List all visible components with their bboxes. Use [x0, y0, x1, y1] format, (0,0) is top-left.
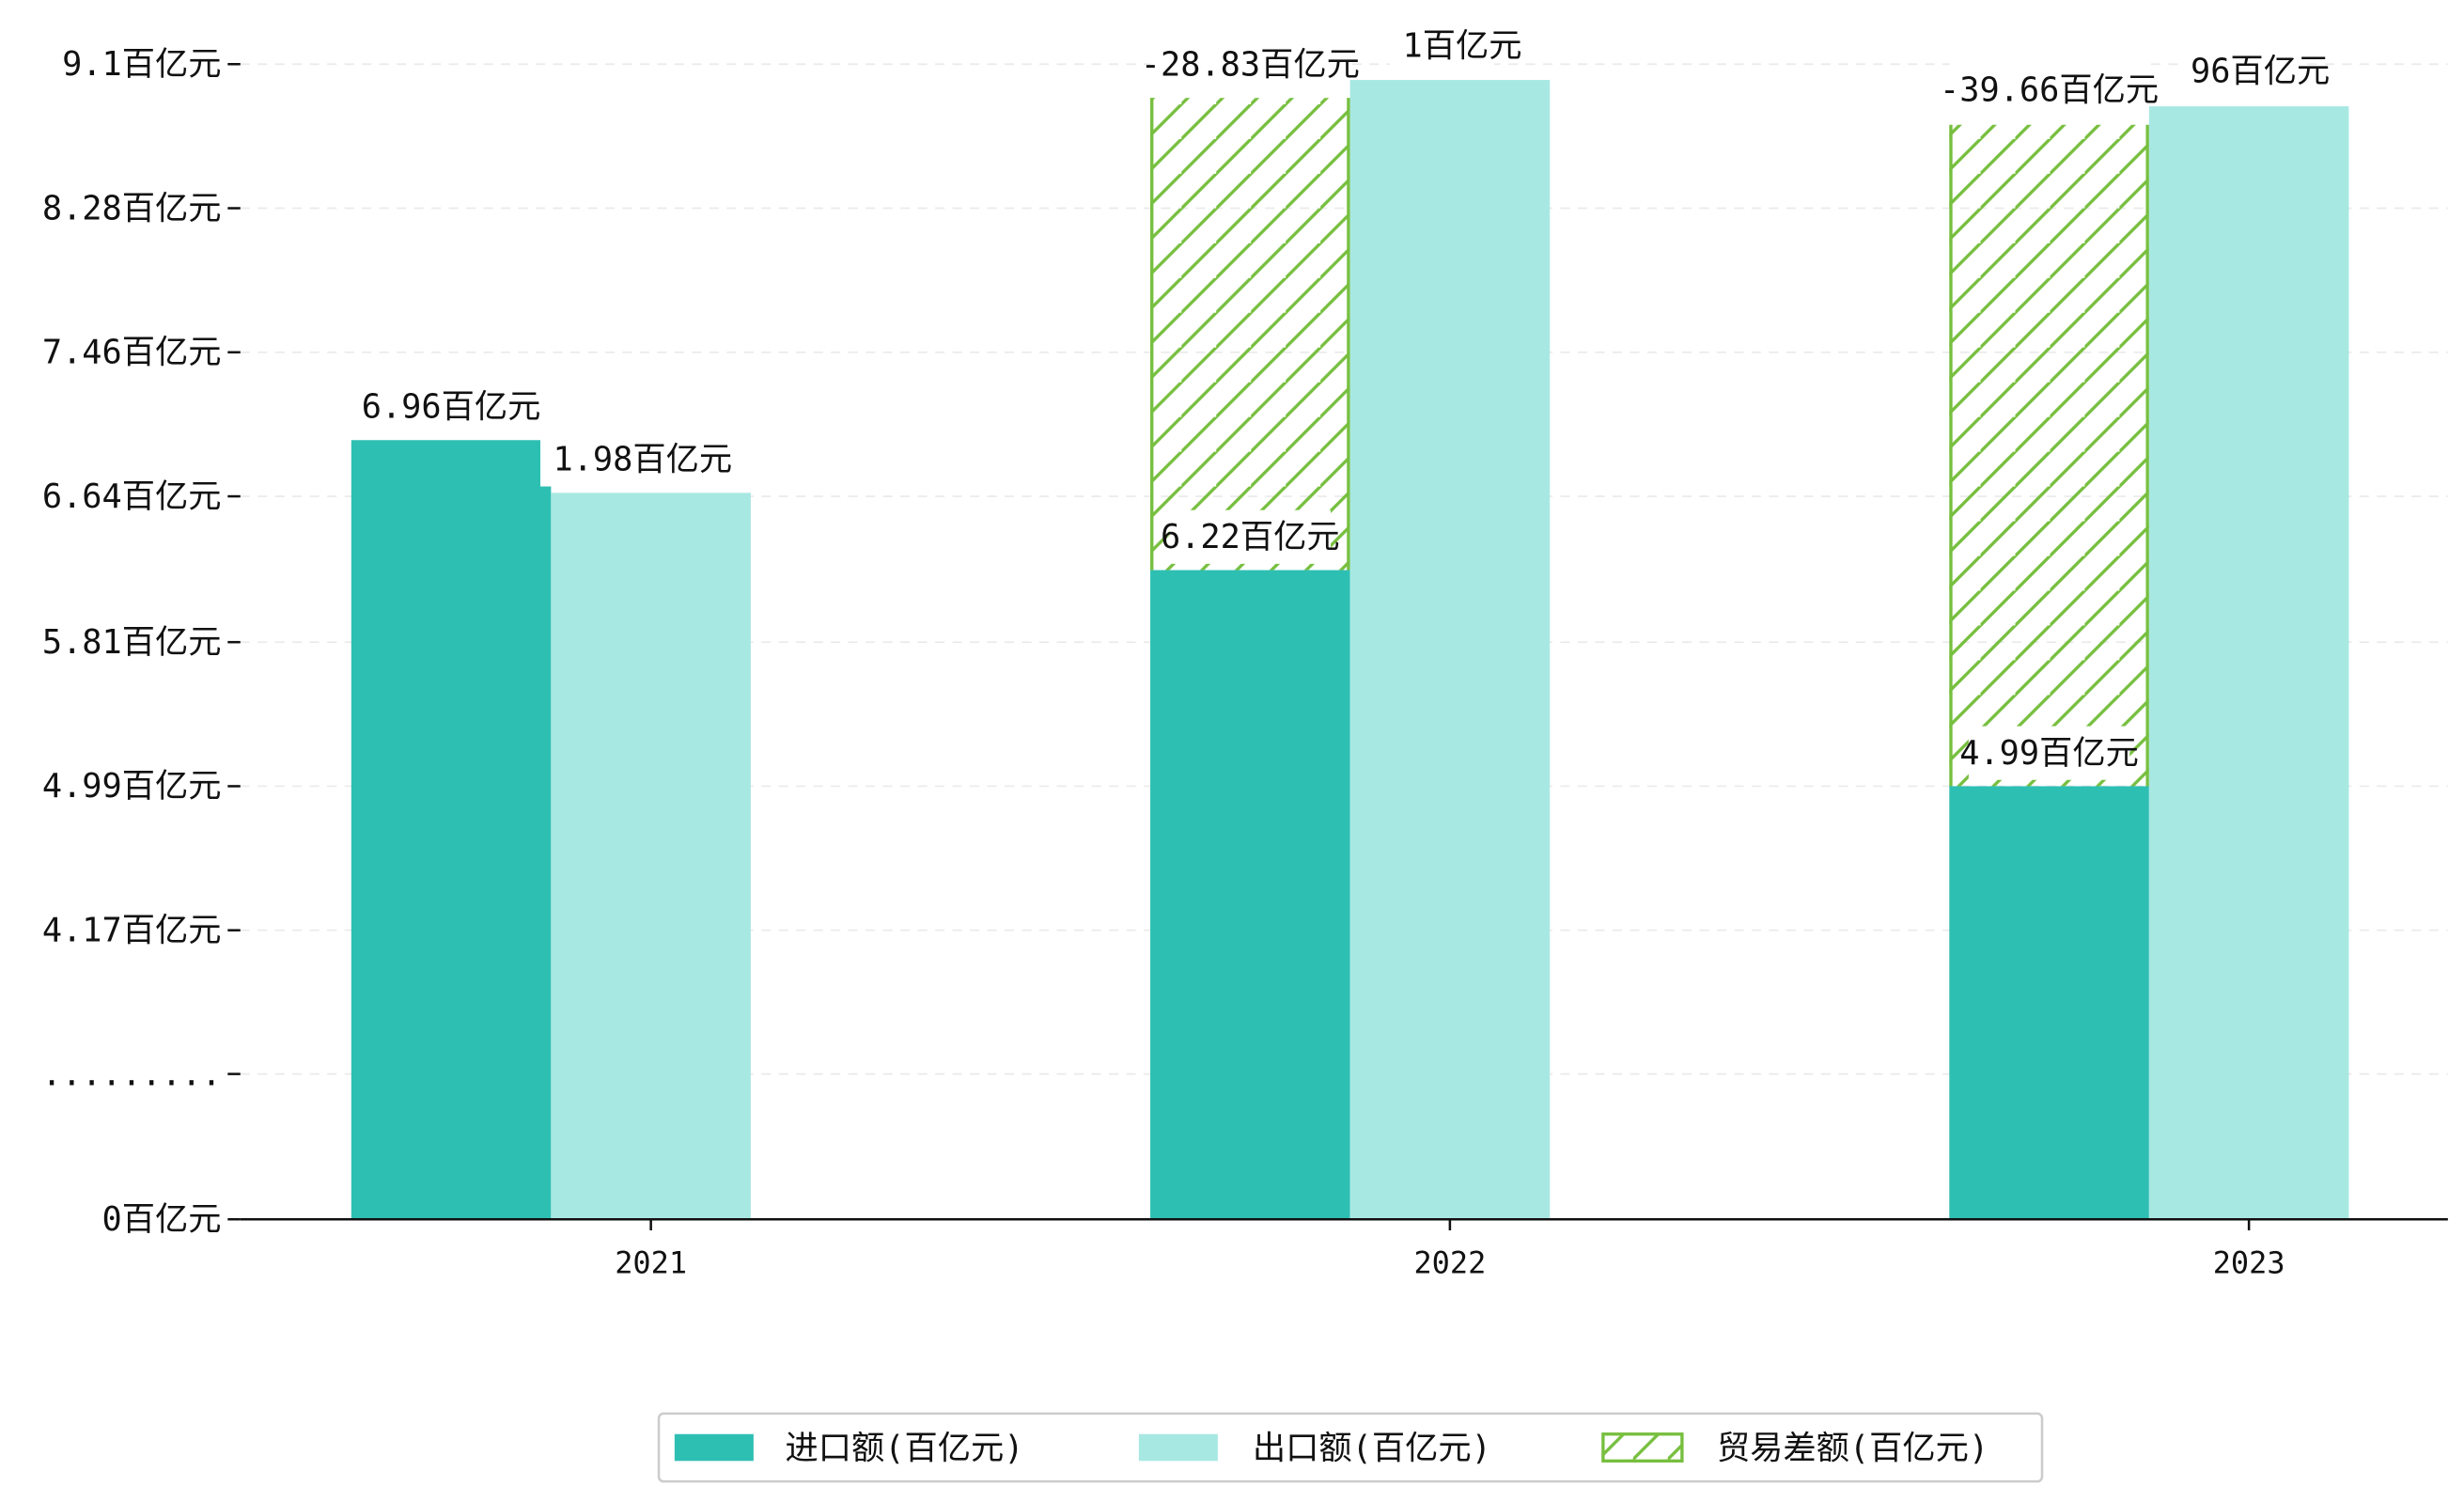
import-label-box [370, 380, 532, 434]
trade-balance-label-box [1949, 63, 2149, 117]
x-tick-label: 2023 [2213, 1244, 2285, 1280]
legend-box [657, 1412, 2044, 1483]
export-label-box [540, 432, 702, 487]
import-label-box [1169, 509, 1332, 564]
import-label: 6.22百亿元 [1161, 518, 1340, 556]
x-tick-label: 2022 [1413, 1244, 1486, 1280]
import-label: 4.99百亿元 [1959, 734, 2139, 773]
y-tick-label: 6.64百亿元 [42, 477, 222, 516]
export-label-box [1390, 19, 1494, 73]
import-bar [351, 440, 552, 1220]
import-label: 6.96百亿元 [362, 388, 541, 427]
trade-balance-bar [1150, 98, 1350, 571]
y-tick-label: 5.81百亿元 [42, 623, 222, 662]
import-bar [1150, 570, 1350, 1220]
y-axis: 0百亿元......... 4.17百亿元 4.99百亿元 5.81百亿元 6.64百亿… [41, 45, 241, 1239]
export-label: 96百亿元 [2191, 52, 2330, 90]
export-bar [1349, 80, 1551, 1220]
legend-swatch [674, 1433, 754, 1462]
bars [351, 80, 2349, 1220]
legend: 进口额(百亿元) 出口额(百亿元) 贸易差额(百亿元) [657, 1412, 2044, 1483]
x-tick-label: 2021 [615, 1244, 687, 1280]
trade-balance-label: -28.83百亿元 [1141, 46, 1360, 85]
export-label-box [2177, 44, 2301, 99]
legend-swatch [1138, 1433, 1218, 1462]
legend-label: 进口额(百亿元) [785, 1430, 1023, 1468]
export-label: 1百亿元 [1402, 26, 1521, 65]
legend-swatch-trade-balance [1601, 1432, 1684, 1463]
export-bar [2148, 106, 2349, 1220]
y-tick-label: 4.17百亿元 [42, 911, 222, 949]
x-axis: 2021 2022 2023 [240, 1217, 2448, 1280]
y-tick-label: 4.99百亿元 [42, 767, 222, 806]
legend-label: 贸易差额(百亿元) [1717, 1430, 1988, 1468]
y-tick-label: 9.1百亿元 [62, 45, 222, 84]
import-label-box [1968, 726, 2130, 780]
y-tick-label: 0百亿元 [102, 1200, 222, 1239]
y-tick-label: ......... [41, 1055, 221, 1093]
export-bar [551, 493, 751, 1220]
y-tick-label: 7.46百亿元 [42, 334, 222, 372]
legend-label: 出口额(百亿元) [1253, 1430, 1491, 1468]
export-label: 1.98百亿元 [553, 441, 732, 479]
import-bar [1949, 786, 2149, 1220]
trade-balance-label: -39.66百亿元 [1940, 71, 2159, 110]
y-tick-label: 8.28百亿元 [42, 189, 222, 227]
trade-balance-bar [1949, 124, 2149, 787]
data-labels: 6.96百亿元 1.98百亿元 -28.83百亿元 6.22百亿元 1百亿元 -39.66… [362, 19, 2330, 780]
trade-balance-label-box [1150, 38, 1350, 92]
